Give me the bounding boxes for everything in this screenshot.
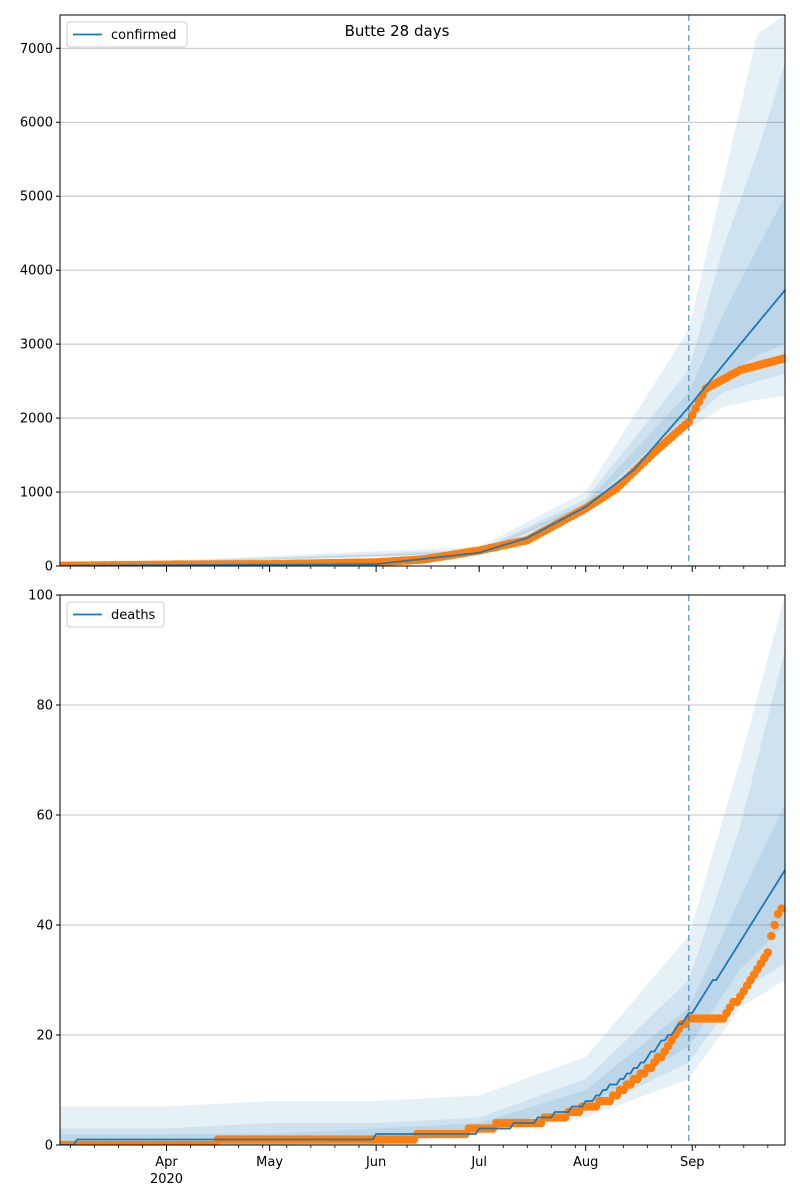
deaths-panel: 0 20 40 60 80 100 Apr 2020 May Jun Jul Aug Sep deaths xyxy=(28,589,786,1187)
uncertainty-band xyxy=(60,63,785,566)
y-tick-label: 2000 xyxy=(20,412,53,427)
y-tick-label: 0 xyxy=(45,560,53,575)
y-tick-label: 20 xyxy=(36,1029,53,1044)
y-tick-label: 40 xyxy=(36,919,53,934)
x-tick-label: Sep xyxy=(680,1155,705,1170)
legend: confirmed xyxy=(66,21,188,48)
plot-area xyxy=(60,595,785,1145)
observed-point xyxy=(770,920,779,930)
uncertainty-band xyxy=(60,15,785,566)
y-tick-label: 5000 xyxy=(20,190,53,205)
y-tick-label: 3000 xyxy=(20,338,53,353)
x-tick-label: Apr xyxy=(155,1155,178,1170)
y-tick-label: 80 xyxy=(36,699,53,714)
observed-point xyxy=(684,417,694,427)
legend-label: confirmed xyxy=(111,28,177,43)
x-tick-label: Jul xyxy=(470,1155,487,1170)
legend-box xyxy=(66,21,188,48)
observed-point xyxy=(687,410,697,420)
y-tick-label: 4000 xyxy=(20,264,53,279)
x-tick-label: Aug xyxy=(573,1155,598,1170)
chart-title: Butte 28 days xyxy=(345,22,450,40)
y-tick-label: 100 xyxy=(28,589,53,604)
x-tick-sublabel: 2020 xyxy=(150,1172,183,1187)
model-line xyxy=(60,869,785,1145)
y-tick-label: 7000 xyxy=(20,42,53,57)
observed-point xyxy=(767,931,776,941)
plot-area xyxy=(60,15,785,566)
y-tick-label: 6000 xyxy=(20,116,53,131)
observed-point xyxy=(691,404,700,413)
legend: deaths xyxy=(66,601,165,628)
observed-point xyxy=(694,397,704,407)
observed-point xyxy=(780,353,785,363)
x-tick-label: Jun xyxy=(365,1155,386,1170)
y-tick-label: 0 xyxy=(45,1139,53,1154)
model-line xyxy=(60,289,785,566)
axes-frame xyxy=(59,594,786,1146)
x-tick-label: May xyxy=(256,1155,283,1170)
axes-frame xyxy=(59,14,786,567)
y-tick-label: 60 xyxy=(36,809,53,824)
confirmed-panel: 0 1000 2000 3000 4000 5000 6000 7000 confirmed xyxy=(20,14,786,575)
legend-box xyxy=(66,601,165,628)
observed-point xyxy=(763,948,773,957)
y-tick-label: 1000 xyxy=(20,486,53,501)
observed-point xyxy=(777,904,785,913)
legend-label: deaths xyxy=(111,608,156,623)
